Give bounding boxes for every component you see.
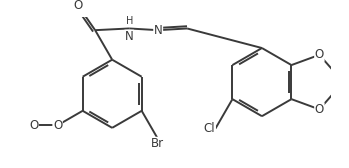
Text: Br: Br — [150, 137, 164, 150]
Text: Cl: Cl — [204, 122, 215, 135]
Text: O: O — [29, 119, 38, 132]
Text: H: H — [126, 16, 133, 26]
Text: O: O — [315, 103, 324, 116]
Text: O: O — [315, 48, 324, 61]
Text: O: O — [74, 0, 83, 12]
Text: O: O — [53, 119, 62, 132]
Text: N: N — [125, 30, 134, 43]
Text: N: N — [154, 24, 163, 37]
